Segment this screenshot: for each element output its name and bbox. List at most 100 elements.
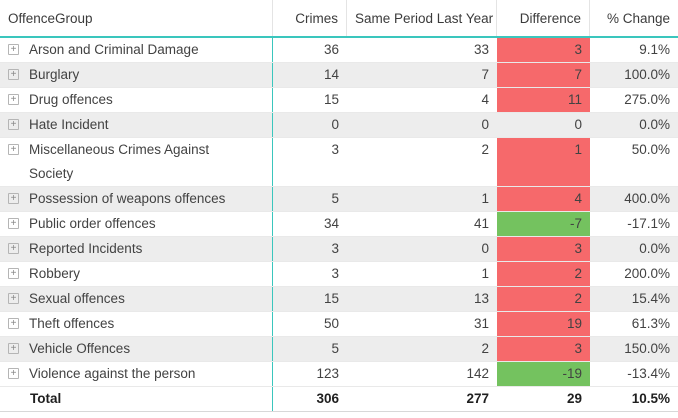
table-row[interactable]: + Burglary 14 7 7 100.0% (0, 63, 678, 88)
expand-icon[interactable]: + (8, 144, 19, 155)
offence-group-label: Vehicle Offences (29, 341, 131, 356)
expand-icon[interactable]: + (8, 218, 19, 229)
expand-icon[interactable]: + (8, 318, 19, 329)
difference-cell: 1 (497, 138, 590, 186)
column-header-difference[interactable]: Difference (497, 0, 590, 36)
offence-group-label: Violence against the person (29, 366, 196, 381)
expand-icon[interactable]: + (8, 343, 19, 354)
total-same-period-cell: 277 (466, 391, 489, 406)
pct-change-cell: 9.1% (639, 42, 670, 57)
expand-icon[interactable]: + (8, 243, 19, 254)
pct-change-cell: -17.1% (627, 216, 670, 231)
difference-cell: 19 (497, 312, 590, 336)
same-period-cell: 2 (481, 142, 489, 157)
difference-cell: 4 (497, 187, 590, 211)
table-row[interactable]: + Arson and Criminal Damage 36 33 3 9.1% (0, 38, 678, 63)
difference-cell: 3 (497, 337, 590, 361)
column-header-crimes[interactable]: Crimes (273, 0, 347, 36)
table-row[interactable]: + Robbery 3 1 2 200.0% (0, 262, 678, 287)
expand-icon[interactable]: + (8, 44, 19, 55)
expand-icon[interactable]: + (8, 193, 19, 204)
table-row[interactable]: + Drug offences 15 4 11 275.0% (0, 88, 678, 113)
expand-icon[interactable]: + (8, 119, 19, 130)
difference-cell: 2 (497, 262, 590, 286)
difference-cell: 7 (497, 63, 590, 87)
total-row: Total 306 277 29 10.5% (0, 387, 678, 412)
table-row[interactable]: + Possession of weapons offences 5 1 4 40… (0, 187, 678, 212)
offence-group-cell: + Hate Incident (0, 113, 273, 137)
crimes-cell: 3 (331, 241, 339, 256)
pct-change-cell: 150.0% (624, 341, 670, 356)
crimes-cell: 0 (331, 117, 339, 132)
table-row[interactable]: + Vehicle Offences 5 2 3 150.0% (0, 337, 678, 362)
crimes-cell: 3 (331, 266, 339, 281)
same-period-cell: 0 (481, 241, 489, 256)
offence-group-label: Public order offences (29, 216, 156, 231)
same-period-cell: 7 (481, 67, 489, 82)
total-label-cell: Total (0, 387, 273, 411)
same-period-cell: 0 (481, 117, 489, 132)
total-label: Total (30, 391, 62, 406)
table-row[interactable]: + Violence against the person 123 142 -19… (0, 362, 678, 387)
offence-group-label: Robbery (29, 266, 81, 281)
crimes-cell: 123 (316, 366, 339, 381)
offence-group-label: Arson and Criminal Damage (29, 42, 199, 57)
crimes-cell: 36 (323, 42, 339, 57)
expand-icon[interactable]: + (8, 69, 19, 80)
offence-group-label: Miscellaneous Crimes Against Society (29, 142, 210, 181)
offence-group-cell: + Reported Incidents (0, 237, 273, 261)
offence-group-label: Burglary (29, 67, 80, 82)
expand-icon[interactable]: + (8, 94, 19, 105)
difference-cell: -7 (497, 212, 590, 236)
table-row[interactable]: + Reported Incidents 3 0 3 0.0% (0, 237, 678, 262)
expand-icon[interactable]: + (8, 293, 19, 304)
crimes-cell: 34 (323, 216, 339, 231)
table-body: + Arson and Criminal Damage 36 33 3 9.1% … (0, 38, 678, 387)
total-pct-change-cell: 10.5% (631, 391, 670, 406)
table-row[interactable]: + Theft offences 50 31 19 61.3% (0, 312, 678, 337)
same-period-cell: 13 (473, 291, 489, 306)
pct-change-cell: 50.0% (631, 142, 670, 157)
crimes-cell: 14 (323, 67, 339, 82)
offence-group-cell: + Sexual offences (0, 287, 273, 311)
column-header-offencegroup[interactable]: OffenceGroup (0, 0, 273, 36)
pct-change-cell: 0.0% (639, 241, 670, 256)
offence-group-label: Sexual offences (29, 291, 125, 306)
pct-change-cell: 275.0% (624, 92, 670, 107)
offence-group-label: Drug offences (29, 92, 113, 107)
difference-cell: -19 (497, 362, 590, 386)
offence-group-cell: + Burglary (0, 63, 273, 87)
offence-group-cell: + Miscellaneous Crimes Against Society (0, 138, 273, 186)
pct-change-cell: 200.0% (624, 266, 670, 281)
table-row[interactable]: + Sexual offences 15 13 2 15.4% (0, 287, 678, 312)
column-header-pct-change[interactable]: % Change (606, 11, 670, 26)
pct-change-cell: 0.0% (639, 117, 670, 132)
offence-group-cell: + Drug offences (0, 88, 273, 112)
table-row[interactable]: + Public order offences 34 41 -7 -17.1% (0, 212, 678, 237)
offence-group-cell: + Public order offences (0, 212, 273, 236)
expand-icon[interactable]: + (8, 368, 19, 379)
expand-icon[interactable]: + (8, 268, 19, 279)
offence-group-label: Possession of weapons offences (29, 191, 226, 206)
offence-group-cell: + Possession of weapons offences (0, 187, 273, 211)
offence-group-label: Hate Incident (29, 117, 109, 132)
difference-cell: 3 (497, 38, 590, 62)
column-header-same-period-last-year[interactable]: Same Period Last Year (347, 0, 497, 36)
total-difference-cell: 29 (566, 391, 582, 406)
pct-change-cell: 400.0% (624, 191, 670, 206)
offence-group-label: Theft offences (29, 316, 115, 331)
offence-group-cell: + Vehicle Offences (0, 337, 273, 361)
table-row[interactable]: + Hate Incident 0 0 0 0.0% (0, 113, 678, 138)
same-period-cell: 31 (473, 316, 489, 331)
pct-change-cell: 100.0% (624, 67, 670, 82)
same-period-cell: 41 (473, 216, 489, 231)
crimes-cell: 3 (331, 142, 339, 157)
table-row[interactable]: + Miscellaneous Crimes Against Society 3 … (0, 138, 678, 187)
same-period-cell: 4 (481, 92, 489, 107)
crimes-cell: 5 (331, 341, 339, 356)
pct-change-cell: 15.4% (631, 291, 670, 306)
table-header-row: OffenceGroup Crimes Same Period Last Yea… (0, 0, 678, 38)
offence-group-cell: + Violence against the person (0, 362, 273, 386)
crimes-cell: 5 (331, 191, 339, 206)
